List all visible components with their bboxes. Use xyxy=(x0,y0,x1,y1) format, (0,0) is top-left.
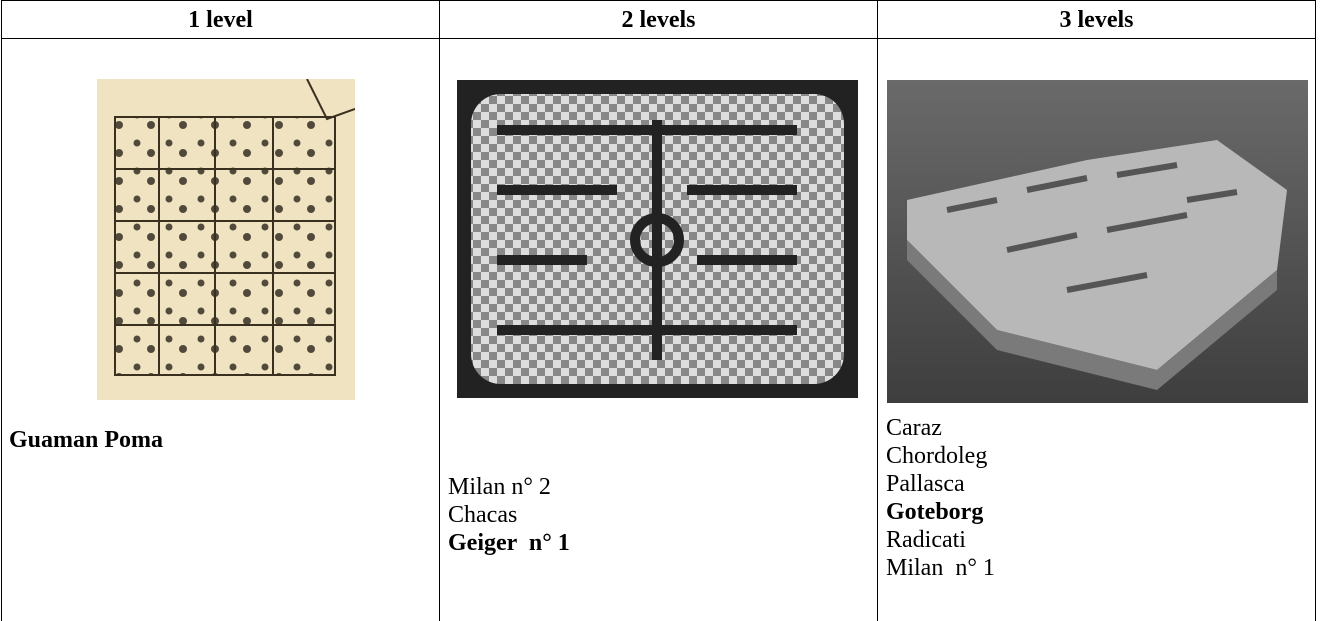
column-header: 3 levels xyxy=(1059,7,1134,33)
table-border xyxy=(1,0,1316,1)
cell-line: Geiger n° 1 xyxy=(448,530,570,556)
column-header: 2 levels xyxy=(621,7,696,33)
cell: Guaman Poma xyxy=(9,426,163,454)
checker-image xyxy=(457,80,858,398)
cell-line: Chordoleg xyxy=(886,443,988,469)
cell: Milan n° 2 Chacas Geiger n° 1 xyxy=(448,473,570,557)
table-border xyxy=(1,38,1316,39)
cell-line: Guaman Poma xyxy=(9,427,164,453)
table-border xyxy=(439,0,440,621)
column-header: 1 level xyxy=(188,7,253,33)
cell-line: Milan n° 2 xyxy=(448,474,551,500)
cell-line: Radicati xyxy=(886,527,966,553)
cell-line: Caraz xyxy=(886,415,942,441)
cell-line: Milan n° 1 xyxy=(886,555,995,581)
model-image xyxy=(887,80,1308,403)
table-border xyxy=(877,0,878,621)
cell-line: Pallasca xyxy=(886,471,965,497)
table-border xyxy=(1,0,2,621)
sketch-image xyxy=(97,79,355,400)
cell-line: Goteborg xyxy=(886,499,984,525)
cell-line: Chacas xyxy=(448,502,518,528)
cell: Caraz Chordoleg Pallasca Goteborg Radicati Mi… xyxy=(886,414,995,582)
table-border xyxy=(1315,0,1316,621)
